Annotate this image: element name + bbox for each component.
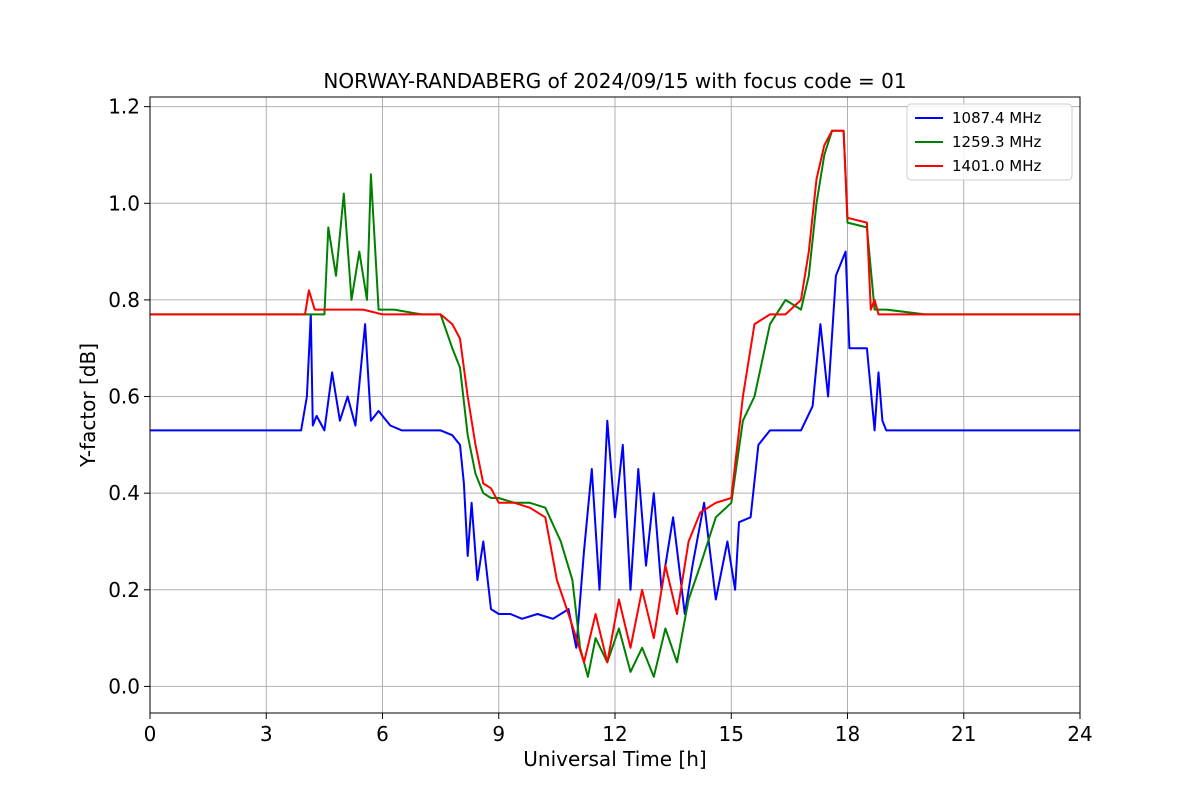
x-tick-label: 24 bbox=[1067, 722, 1092, 746]
x-tick-label: 9 bbox=[492, 722, 505, 746]
x-axis-ticks: 0 3 6 9 12 15 18 21 24 bbox=[144, 713, 1093, 746]
y-tick-label: 0.6 bbox=[108, 385, 140, 409]
legend-entry: 1087.4 MHz bbox=[952, 109, 1041, 127]
legend: 1087.4 MHz 1259.3 MHz 1401.0 MHz bbox=[906, 103, 1073, 181]
x-tick-label: 18 bbox=[835, 722, 860, 746]
x-axis-label: Universal Time [h] bbox=[523, 747, 706, 771]
series-line-3 bbox=[150, 129, 1080, 664]
chart-title: NORWAY-RANDABERG of 2024/09/15 with focu… bbox=[323, 69, 906, 93]
series-line-1 bbox=[150, 250, 1080, 649]
legend-entry: 1259.3 MHz bbox=[952, 133, 1041, 151]
y-tick-label: 0.8 bbox=[108, 288, 140, 312]
series-group bbox=[150, 129, 1080, 678]
y-axis-label: Y-factor [dB] bbox=[76, 343, 100, 468]
y-tick-label: 0.4 bbox=[108, 481, 140, 505]
x-tick-label: 21 bbox=[951, 722, 976, 746]
y-axis-ticks: 0.0 0.2 0.4 0.6 0.8 1.0 1.2 bbox=[108, 95, 150, 698]
y-tick-label: 1.2 bbox=[108, 95, 140, 119]
y-tick-label: 0.2 bbox=[108, 578, 140, 602]
legend-entry: 1401.0 MHz bbox=[952, 157, 1041, 175]
x-tick-label: 6 bbox=[376, 722, 389, 746]
legend-box bbox=[906, 103, 1073, 181]
x-tick-label: 0 bbox=[144, 722, 157, 746]
x-tick-label: 12 bbox=[602, 722, 627, 746]
x-tick-label: 15 bbox=[719, 722, 744, 746]
y-tick-label: 0.0 bbox=[108, 674, 140, 698]
y-tick-label: 1.0 bbox=[108, 191, 140, 215]
x-tick-label: 3 bbox=[260, 722, 273, 746]
